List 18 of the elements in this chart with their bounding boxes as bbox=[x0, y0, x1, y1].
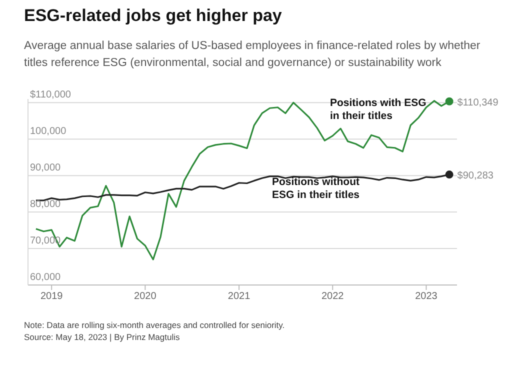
data-label: $90,283 bbox=[457, 170, 494, 182]
data-label: $110,349 bbox=[457, 97, 499, 108]
text: Note: Data are rolling six-month averages and controlled for seniority. bbox=[24, 319, 285, 331]
source-note: Source: May 18, 2023 | By Prinz Magtulis bbox=[24, 331, 181, 343]
chart-title: ESG-related jobs get higher pay bbox=[24, 6, 282, 26]
x-tick-label: 2020 bbox=[134, 291, 157, 302]
series-label: Positions without ESG in their titles bbox=[272, 176, 360, 201]
y-tick-label: 60,000 bbox=[30, 272, 62, 283]
chart-subtitle: Average annual base salaries of US-based employees in finance-related roles by whether titles reference ESG (environmental, social and governance) or sustainability work bbox=[24, 39, 482, 71]
y-tick-label: 90,000 bbox=[30, 162, 62, 174]
x-tick-label: 2022 bbox=[322, 291, 344, 302]
y-tick-label: 80,000 bbox=[30, 199, 62, 210]
y-tick-label: 100,000 bbox=[30, 126, 67, 138]
y-tick-label: $110,000 bbox=[30, 90, 72, 101]
x-tick-label: 2023 bbox=[415, 291, 438, 302]
x-tick-label: 2021 bbox=[228, 291, 251, 302]
x-tick-label: 2019 bbox=[40, 291, 64, 302]
series-label: Positions with ESG in their titles bbox=[330, 97, 426, 122]
